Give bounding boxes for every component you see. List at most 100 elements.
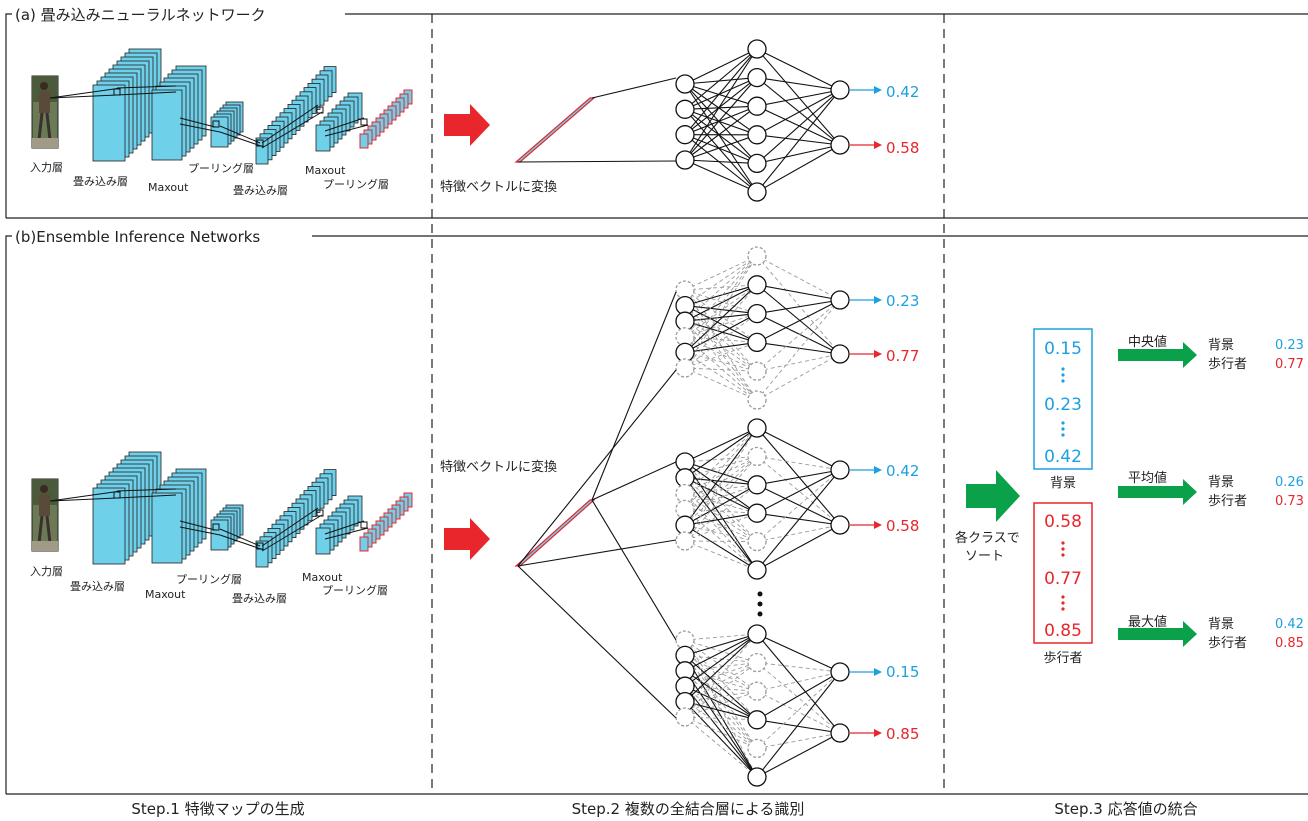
method-label: 最大値 [1128, 614, 1167, 630]
sorted-score: 0.58 [1044, 512, 1082, 532]
kernel-connector [219, 528, 261, 547]
connection [756, 524, 841, 571]
dropped-connection [684, 367, 758, 401]
connection [684, 477, 758, 571]
dropped-connection [684, 484, 758, 495]
kernel-connector [261, 104, 319, 144]
fc-network [675, 418, 882, 580]
pedestrian-score-box [1033, 502, 1093, 644]
dropped-connection [684, 284, 758, 291]
connection [517, 369, 677, 567]
neuron [830, 344, 850, 364]
kernel-connector [49, 94, 118, 99]
sorted-score: 0.23 [1044, 395, 1082, 415]
connection [684, 83, 758, 136]
connection [684, 701, 758, 721]
connection [684, 524, 758, 571]
layer-label-maxout: Maxout [148, 181, 189, 194]
neuron [747, 303, 767, 324]
person-leg [45, 112, 52, 141]
kernel-connector [179, 520, 216, 531]
dropped-connection [684, 484, 758, 542]
connection [684, 48, 758, 161]
sorted-score: 0.85 [1044, 621, 1082, 641]
kernel-connector [116, 494, 177, 499]
dropped-connection [684, 351, 758, 372]
dropped-connection [684, 639, 758, 721]
dropped-connection [684, 313, 758, 338]
arrowhead-icon [874, 86, 882, 94]
kernel-connector [219, 125, 261, 144]
connection [756, 427, 841, 471]
connection [684, 159, 758, 164]
connection [756, 732, 841, 778]
connection [684, 313, 758, 353]
red-arrow-icon [444, 518, 490, 560]
connection [684, 77, 758, 85]
dropped-connection [684, 633, 758, 718]
green-arrow-icon [966, 470, 1020, 522]
ellipsis-dots [757, 591, 763, 617]
dropped-connection [684, 313, 758, 369]
connection [684, 654, 758, 721]
result-mean: 平均値 背景 歩行者 0.26 0.73 [1118, 470, 1304, 509]
person-leg [45, 515, 52, 544]
connection [684, 105, 758, 110]
kernel-connector [116, 488, 177, 492]
dropped-neuron [675, 707, 695, 727]
output-value-pedestrian: 0.58 [886, 139, 919, 157]
connection [684, 427, 758, 479]
dropped-connection [684, 509, 758, 571]
dropped-connection [684, 690, 758, 703]
dropped-connection [756, 299, 841, 401]
connection [684, 134, 758, 193]
dropped-connection [684, 716, 758, 778]
result-background-value: 0.26 [1275, 475, 1304, 490]
kernel-box [113, 491, 121, 499]
connection [756, 144, 841, 164]
sorted-score: 0.77 [1044, 569, 1082, 589]
connection [756, 633, 841, 734]
output-value-background: 0.15 [886, 663, 919, 681]
connection [756, 671, 841, 721]
dropped-neuron [675, 531, 695, 551]
connection [756, 134, 841, 146]
kernel-box [316, 106, 324, 114]
arrowhead-icon [874, 350, 882, 358]
arrowhead-icon [874, 668, 882, 676]
layer-label-pool2: プーリング層 [322, 583, 388, 597]
dropped-connection [684, 456, 758, 526]
dropped-connection [684, 456, 758, 542]
dropped-connection [684, 367, 758, 372]
dropped-connection [684, 639, 758, 692]
connection [756, 484, 841, 526]
output-value-background: 0.42 [886, 83, 919, 101]
kernel-box [360, 521, 368, 529]
dropped-neuron [747, 652, 767, 673]
kernel-box [256, 542, 264, 550]
layer-label-input: 入力層 [30, 565, 63, 578]
result-pedestrian-value: 0.73 [1275, 494, 1304, 509]
connection [684, 633, 758, 703]
layer-label-conv2: 畳み込み層 [232, 592, 287, 605]
feature-vector-label: 特徴ベクトルに変換 [440, 179, 557, 195]
neuron [747, 418, 767, 438]
connection [684, 284, 758, 353]
connection [684, 484, 758, 526]
dropped-connection [684, 352, 758, 401]
connection [684, 83, 758, 164]
dropped-connection [684, 255, 758, 369]
fully-connected-networks [514, 39, 882, 787]
kernel-box [212, 523, 220, 531]
dropped-connection [684, 670, 758, 749]
kernel-box [316, 509, 324, 517]
dropped-connection [756, 353, 841, 372]
input-image [31, 75, 59, 149]
connection [684, 284, 758, 307]
result-background-label: 背景 [1208, 617, 1234, 632]
neuron [747, 332, 767, 353]
dropped-neuron [675, 499, 695, 520]
dropped-neuron [747, 446, 767, 467]
connection [684, 512, 758, 526]
dropped-connection [684, 662, 758, 718]
